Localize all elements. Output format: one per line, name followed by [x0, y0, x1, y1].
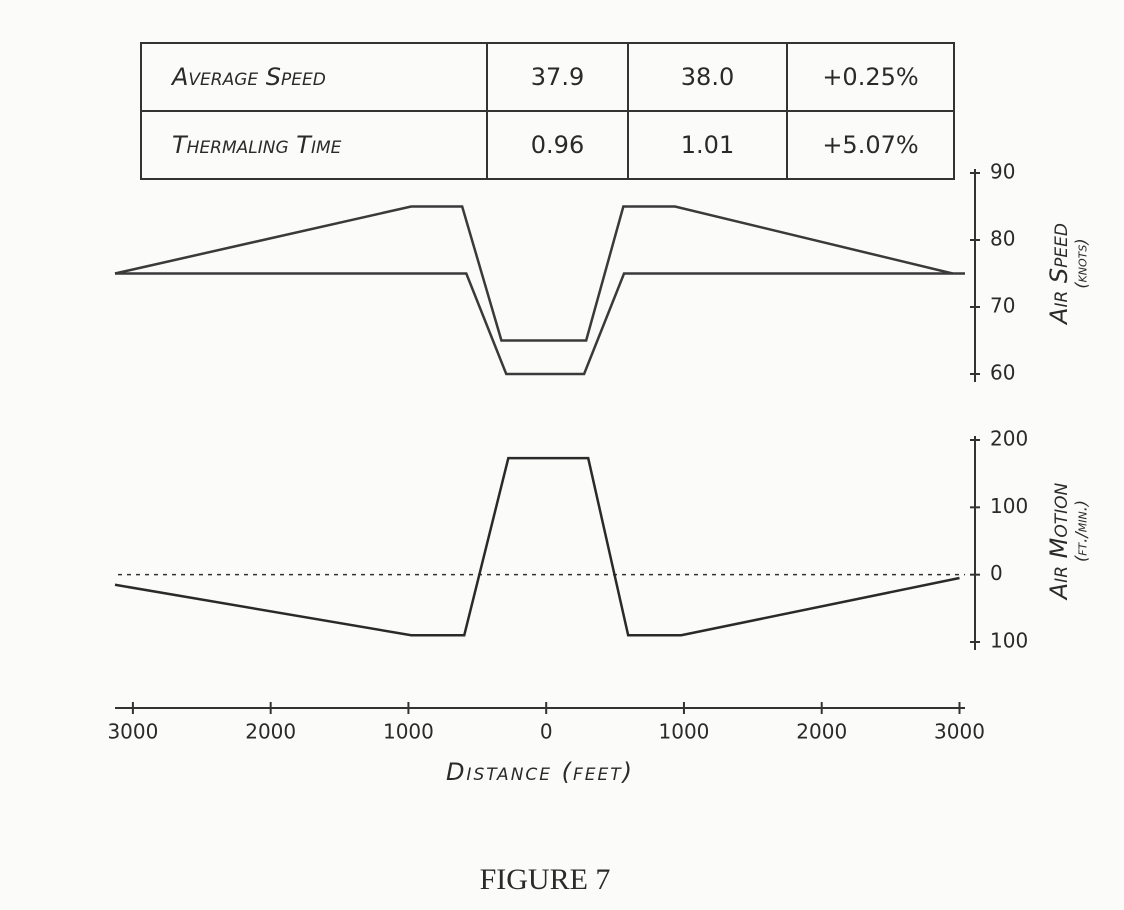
x-tick-label: 3000	[934, 720, 985, 744]
x-tick-label: 3000	[107, 720, 158, 744]
cell: 38.0	[627, 42, 788, 112]
line	[114, 205, 953, 342]
y-axis-unit: (knots)	[1072, 238, 1091, 288]
y-tick-label: 100	[990, 629, 1028, 653]
x-tick-label: 1000	[659, 720, 710, 744]
cell: 37.9	[486, 42, 629, 112]
y-tick-label: 200	[990, 427, 1028, 451]
line	[114, 456, 960, 637]
caption: FIGURE 7	[480, 863, 611, 896]
cell: +5.07%	[786, 110, 955, 180]
cell: 0.96	[486, 110, 629, 180]
y-tick-label: 90	[990, 160, 1015, 184]
table-row: Average Speed 37.9 38.0 +0.25%	[140, 42, 955, 112]
y-tick-label: 100	[990, 494, 1028, 518]
x-tick-label: 1000	[383, 720, 434, 744]
y-axis-label: Air Motion	[1045, 482, 1073, 601]
y-axis-unit: (ft./min.)	[1072, 500, 1091, 562]
cell: 1.01	[627, 110, 788, 180]
y-axis-label: Air Speed	[1045, 223, 1073, 326]
x-tick-label: 0	[540, 720, 553, 744]
y-tick-label: 80	[990, 227, 1015, 251]
cell: Average Speed	[140, 42, 488, 112]
y-tick-label: 60	[990, 361, 1015, 385]
y-tick-label: 0	[990, 561, 1003, 585]
results-table: Average Speed 37.9 38.0 +0.25% Thermalin…	[140, 42, 955, 180]
line	[115, 272, 965, 376]
table-row: Thermaling Time 0.96 1.01 +5.07%	[140, 110, 955, 180]
x-tick-label: 2000	[796, 720, 847, 744]
cell: +0.25%	[786, 42, 955, 112]
x-axis-label: Distance (feet)	[446, 758, 634, 786]
y-tick-label: 70	[990, 294, 1015, 318]
cell: Thermaling Time	[140, 110, 488, 180]
x-tick-label: 2000	[245, 720, 296, 744]
